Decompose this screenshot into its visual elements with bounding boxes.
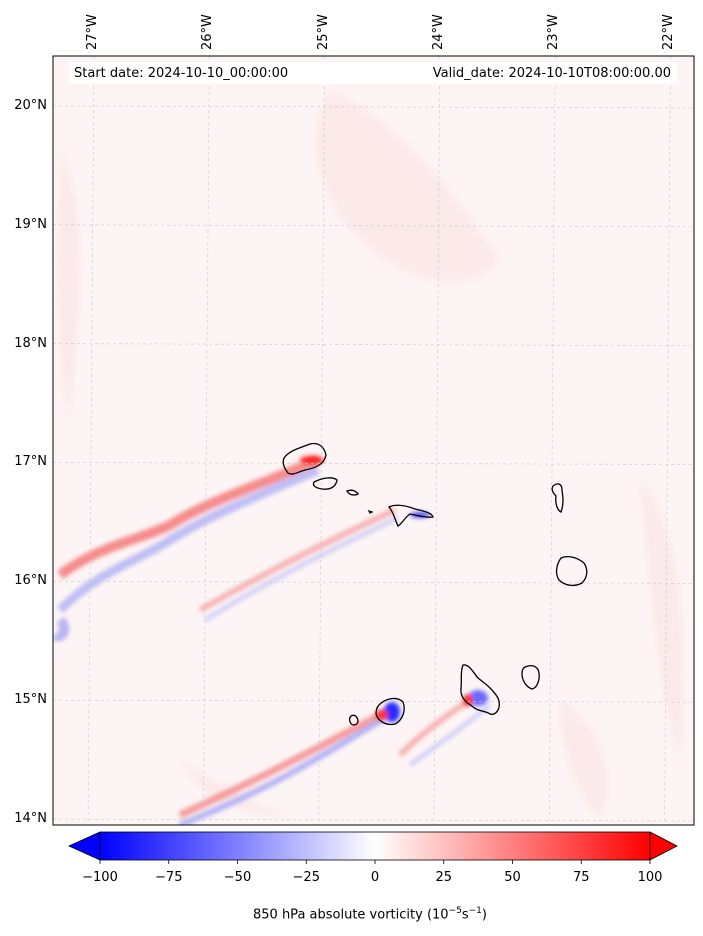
island-boa-vista — [555, 556, 588, 587]
lat-gridline — [53, 581, 694, 584]
island-brava — [348, 714, 359, 726]
island-sao-nicolau — [387, 504, 434, 527]
lon-gridline — [548, 56, 556, 825]
vorticity-cores — [300, 456, 488, 722]
colorbar-label: 850 hPa absolute vorticity (10−5s−1) — [0, 906, 703, 922]
start-date-label: Start date: 2024-10-10_00:00:00 — [74, 66, 289, 81]
colorbar-label-exp1: −5 — [448, 906, 462, 916]
lat-gridline — [53, 105, 694, 109]
colorbar-tick-label: 100 — [637, 870, 663, 885]
colorbar-tick-label: −25 — [292, 870, 320, 885]
islands — [282, 442, 588, 726]
latitude-tick-label: 18°N — [14, 335, 47, 351]
latitude-tick-label: 19°N — [14, 216, 47, 232]
latitude-tick-label: 17°N — [14, 454, 47, 470]
lat-gridline — [53, 462, 694, 465]
colorbar-label-exp2: −1 — [468, 906, 482, 916]
longitude-tick-label: 25°W — [315, 14, 331, 50]
latitude-tick-label: 15°N — [14, 692, 47, 708]
island-sal — [551, 483, 564, 513]
info-box — [69, 62, 677, 84]
latitude-tick-label: 20°N — [14, 97, 47, 113]
colorbar-extend-high — [649, 831, 678, 861]
colorbar-tick-label: 75 — [572, 870, 590, 885]
longitude-tick-label: 22°W — [661, 14, 677, 50]
colorbar-label-main: 850 hPa absolute vorticity (10 — [253, 907, 449, 923]
island-sao-vicente — [312, 477, 338, 490]
colorbar — [68, 831, 678, 864]
lon-gridline — [87, 56, 95, 825]
island-santo-antao — [282, 442, 327, 475]
island-santa-luzia — [346, 489, 359, 496]
gridlines — [53, 56, 694, 825]
vorticity-streaks — [53, 455, 492, 825]
island-maio — [521, 665, 540, 690]
colorbar-tick-marks — [99, 860, 651, 864]
colorbar-tick-label: −50 — [223, 870, 252, 885]
valid-date-label: Valid_date: 2024-10-10T08:00:00.00 — [432, 66, 671, 81]
latitude-tick-label: 16°N — [14, 573, 47, 589]
map-frame — [52, 55, 695, 826]
lat-gridline — [53, 224, 694, 228]
longitude-tick-label: 23°W — [546, 14, 562, 50]
weak-vorticity-patches — [57, 90, 684, 820]
colorbar-tick-label: 0 — [370, 870, 380, 885]
colorbar-tick-label: −75 — [155, 870, 183, 885]
island-branco — [367, 509, 374, 514]
lon-gridline — [318, 56, 325, 825]
lon-gridline — [203, 56, 210, 825]
longitude-tick-label: 27°W — [85, 14, 101, 50]
longitude-tick-label: 26°W — [200, 14, 216, 50]
colorbar-label-mid: s — [461, 907, 469, 923]
longitude-tick-label: 24°W — [430, 14, 446, 50]
colorbar-extend-low — [68, 831, 101, 861]
lat-gridline — [53, 699, 694, 703]
colorbar-tick-label: 50 — [504, 870, 521, 885]
lat-gridline — [53, 343, 694, 346]
colorbar-tick-label: −100 — [82, 870, 118, 885]
colorbar-tick-label: 25 — [435, 870, 453, 885]
lat-gridline — [53, 818, 694, 822]
lon-gridline — [664, 56, 671, 825]
lon-gridline — [433, 56, 441, 825]
island-santiago — [460, 664, 500, 715]
island-fogo — [375, 697, 405, 726]
colorbar-gradient — [99, 831, 651, 861]
colorbar-label-end: ) — [481, 907, 487, 923]
latitude-tick-label: 14°N — [14, 811, 47, 827]
